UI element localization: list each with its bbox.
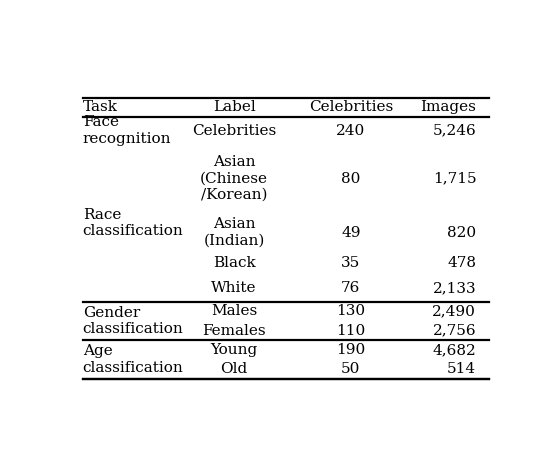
Text: 130: 130 <box>336 304 365 318</box>
Text: Task: Task <box>83 100 118 115</box>
Text: Celebrities: Celebrities <box>192 123 276 138</box>
Text: 2,133: 2,133 <box>432 281 476 295</box>
Text: Race
classification: Race classification <box>83 208 184 238</box>
Text: Young: Young <box>210 343 258 357</box>
Text: Asian
(Indian): Asian (Indian) <box>204 218 264 248</box>
Text: 35: 35 <box>341 256 360 270</box>
Text: Black: Black <box>213 256 256 270</box>
Text: Label: Label <box>213 100 256 115</box>
Text: 514: 514 <box>447 362 476 376</box>
Text: Males: Males <box>211 304 257 318</box>
Text: 76: 76 <box>341 281 360 295</box>
Text: 49: 49 <box>341 225 360 239</box>
Text: Gender
classification: Gender classification <box>83 306 184 336</box>
Text: 80: 80 <box>341 172 360 186</box>
Text: Face
recognition: Face recognition <box>83 116 171 146</box>
Text: Females: Females <box>202 324 266 338</box>
Text: 110: 110 <box>336 324 365 338</box>
Text: Celebrities: Celebrities <box>309 100 393 115</box>
Text: 5,246: 5,246 <box>432 123 476 138</box>
Text: Images: Images <box>420 100 476 115</box>
Text: Old: Old <box>220 362 248 376</box>
Text: 820: 820 <box>447 225 476 239</box>
Text: 1,715: 1,715 <box>432 172 476 186</box>
Text: White: White <box>211 281 257 295</box>
Text: 240: 240 <box>336 123 365 138</box>
Text: 4,682: 4,682 <box>432 343 476 357</box>
Text: 2,756: 2,756 <box>432 324 476 338</box>
Text: Asian
(Chinese
/Korean): Asian (Chinese /Korean) <box>200 155 268 202</box>
Text: 190: 190 <box>336 343 365 357</box>
Text: 478: 478 <box>448 256 476 270</box>
Text: 50: 50 <box>341 362 360 376</box>
Text: 2,490: 2,490 <box>432 304 476 318</box>
Text: Age
classification: Age classification <box>83 345 184 375</box>
